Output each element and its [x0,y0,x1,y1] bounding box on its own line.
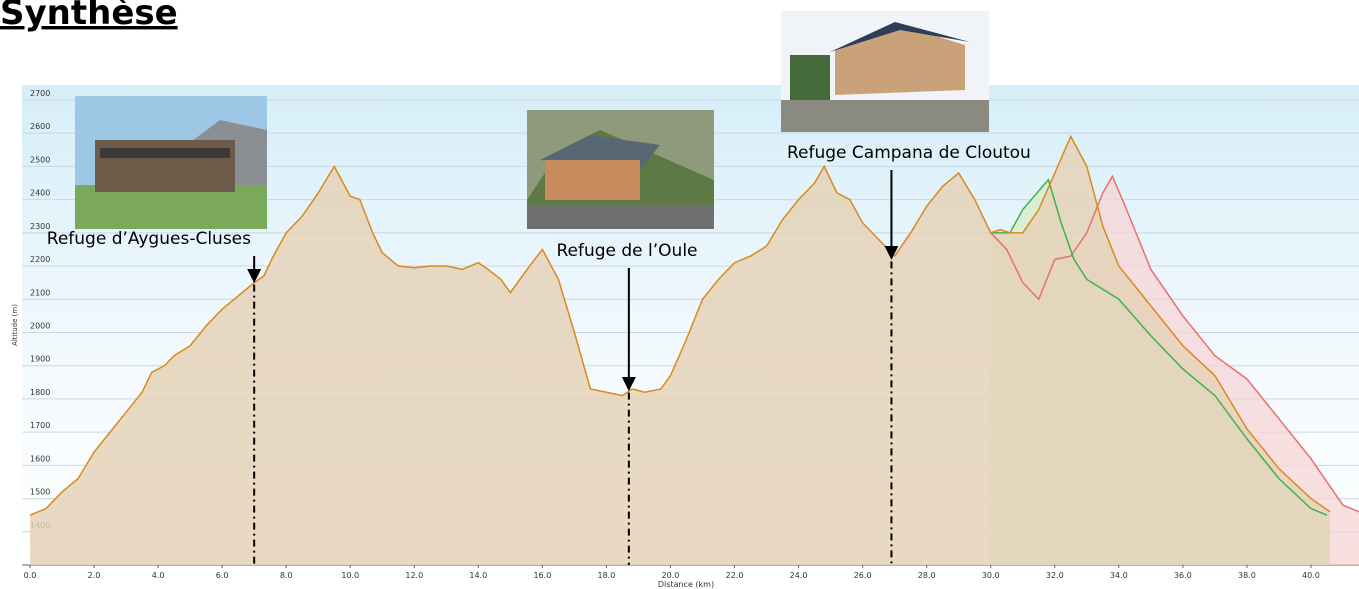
x-tick-label: 36.0 [1174,571,1192,580]
x-tick-label: 28.0 [918,571,936,580]
x-tick-label: 34.0 [1110,571,1128,580]
y-tick-label: 1700 [30,421,50,430]
x-tick-label: 40.0 [1302,571,1320,580]
x-tick-label: 38.0 [1238,571,1256,580]
y-tick-label: 1600 [30,454,50,463]
photo [781,11,989,132]
chart: Synthèse 1400150016001700180019002000210… [0,0,1359,589]
x-tick-label: 16.0 [533,571,551,580]
y-tick-label: 2600 [30,122,50,131]
x-tick-label: 30.0 [982,571,1000,580]
annotation-label: Refuge d’Aygues-Cluses [47,229,251,249]
y-axis-label: Altitude (m) [11,304,19,346]
x-tick-label: 4.0 [152,571,165,580]
photo [75,96,267,229]
x-tick-label: 2.0 [88,571,101,580]
x-tick-label: 10.0 [341,571,359,580]
x-tick-label: 14.0 [469,571,487,580]
x-axis-label: Distance (km) [658,580,714,589]
y-tick-label: 2000 [30,321,50,330]
y-tick-label: 2400 [30,189,50,198]
x-tick-label: 6.0 [216,571,229,580]
x-tick-label: 24.0 [790,571,808,580]
y-tick-label: 2200 [30,255,50,264]
x-tick-label: 22.0 [726,571,744,580]
y-tick-label: 1800 [30,388,50,397]
y-tick-label: 2500 [30,155,50,164]
x-tick-label: 26.0 [854,571,872,580]
x-tick-label: 32.0 [1046,571,1064,580]
y-tick-label: 2700 [30,89,50,98]
x-tick-label: 12.0 [405,571,423,580]
annotation-label: Refuge Campana de Cloutou [787,143,1031,163]
photo [527,110,714,229]
annotation-label: Refuge de l’Oule [556,241,697,261]
x-tick-label: 0.0 [24,571,37,580]
y-tick-label: 1900 [30,355,50,364]
y-tick-label: 1500 [30,488,50,497]
chart-title: Synthèse [0,0,178,33]
x-tick-label: 8.0 [280,571,293,580]
y-tick-label: 2100 [30,288,50,297]
x-tick-label: 20.0 [662,571,680,580]
x-tick-label: 18.0 [598,571,616,580]
